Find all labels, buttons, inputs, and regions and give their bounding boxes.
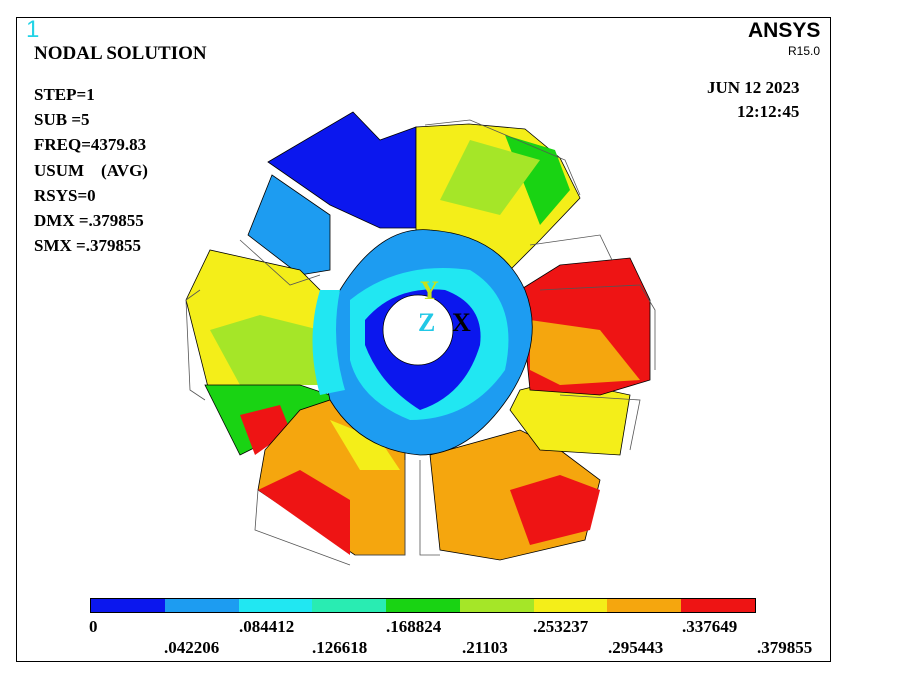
release-version: R15.0 [788,44,821,58]
legend-label: .21103 [462,638,508,657]
legend-band [238,599,313,612]
legend-label: .295443 [608,638,664,657]
legend-label: .379855 [757,638,813,657]
plot-time: 12:12:45 [737,102,800,121]
legend-band [681,599,756,612]
info-smx: SMX =.379855 [34,236,141,256]
legend-label: .126618 [312,638,368,657]
info-result-item: USUM (AVG) [34,160,148,180]
axis-z-label: Z [418,308,435,337]
axis-x-label: X [452,308,471,337]
info-dmx: DMX =.379855 [34,210,144,230]
plot-date: JUN 12 2023 [707,78,800,97]
legend-color-bar [90,598,756,613]
legend-band [459,599,534,612]
solution-info: STEP=1 SUB =5 FREQ=4379.83 USUM (AVG) RS… [34,82,148,258]
legend-label: .042206 [164,638,220,657]
legend-band [607,599,682,612]
undeformed-outline [185,119,656,566]
info-step: STEP=1 [34,85,95,104]
brand-logo: ANSYS [748,19,821,42]
axis-y-label: Y [420,276,439,305]
legend-label: .168824 [386,617,442,636]
legend-band [91,599,165,612]
deformed-model [185,111,651,561]
legend-band [312,599,387,612]
legend-band [386,599,460,612]
legend-band [533,599,608,612]
legend-label: .084412 [239,617,295,636]
legend-label: .253237 [533,617,589,636]
legend-label: 0 [89,617,98,636]
legend-label: .337649 [682,617,738,636]
bore [382,294,454,366]
info-frequency: FREQ=4379.83 [34,135,147,155]
plot-title: NODAL SOLUTION [34,43,207,64]
info-rsys: RSYS=0 [34,185,96,205]
window-number: 1 [26,16,40,43]
info-substep: SUB =5 [34,110,90,130]
legend-band [164,599,239,612]
